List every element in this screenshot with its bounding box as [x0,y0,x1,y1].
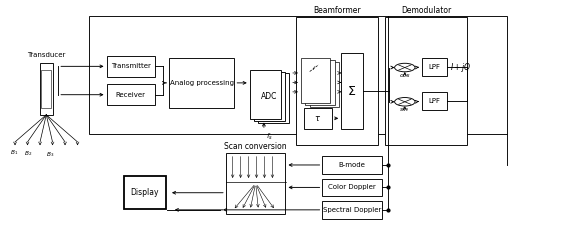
Text: Transmitter: Transmitter [111,63,151,69]
Text: LPF: LPF [429,98,441,104]
Text: cos: cos [400,73,410,78]
Text: $B_2$: $B_2$ [24,149,32,158]
Text: Scan conversion: Scan conversion [224,142,287,151]
Bar [422,58,448,76]
Circle shape [395,98,415,106]
Bar [422,92,448,110]
Text: Beamformer: Beamformer [313,6,361,15]
Text: ADC: ADC [261,92,278,101]
Text: $I + jQ$: $I + jQ$ [451,60,472,74]
Text: $B_3$: $B_3$ [46,150,54,159]
Text: i: i [313,66,315,71]
Text: Color Doppler: Color Doppler [328,185,376,190]
Text: Analog processing: Analog processing [170,80,234,86]
Bar [258,73,289,123]
Bar [304,108,332,129]
Circle shape [395,63,415,72]
Text: LPF: LPF [429,64,441,70]
Bar [226,152,286,214]
Text: Display: Display [131,188,159,197]
Text: Spectral Doppler: Spectral Doppler [323,207,381,213]
Bar [41,70,51,108]
Bar [254,71,285,121]
Bar [341,53,363,129]
Text: Demodulator: Demodulator [401,6,451,15]
Bar [123,176,166,209]
Bar [323,179,382,196]
Bar [250,70,281,120]
Bar [107,84,155,105]
Bar [385,17,467,146]
Bar [323,201,382,219]
Bar [305,60,335,105]
Bar [310,62,340,107]
Bar [323,156,382,174]
Text: B-mode: B-mode [339,162,365,168]
Bar [40,63,53,115]
Text: $B_1$: $B_1$ [10,148,18,157]
Bar [296,17,378,146]
Text: sin: sin [400,107,409,112]
Bar [107,56,155,77]
Bar [169,58,234,108]
Text: $\tau$: $\tau$ [315,114,321,123]
Text: Receiver: Receiver [116,92,146,98]
Bar [90,16,507,134]
Text: Transducer: Transducer [27,52,66,58]
Bar [301,58,331,103]
Text: $f_s$: $f_s$ [266,131,273,141]
Text: $\Sigma$: $\Sigma$ [347,85,356,98]
